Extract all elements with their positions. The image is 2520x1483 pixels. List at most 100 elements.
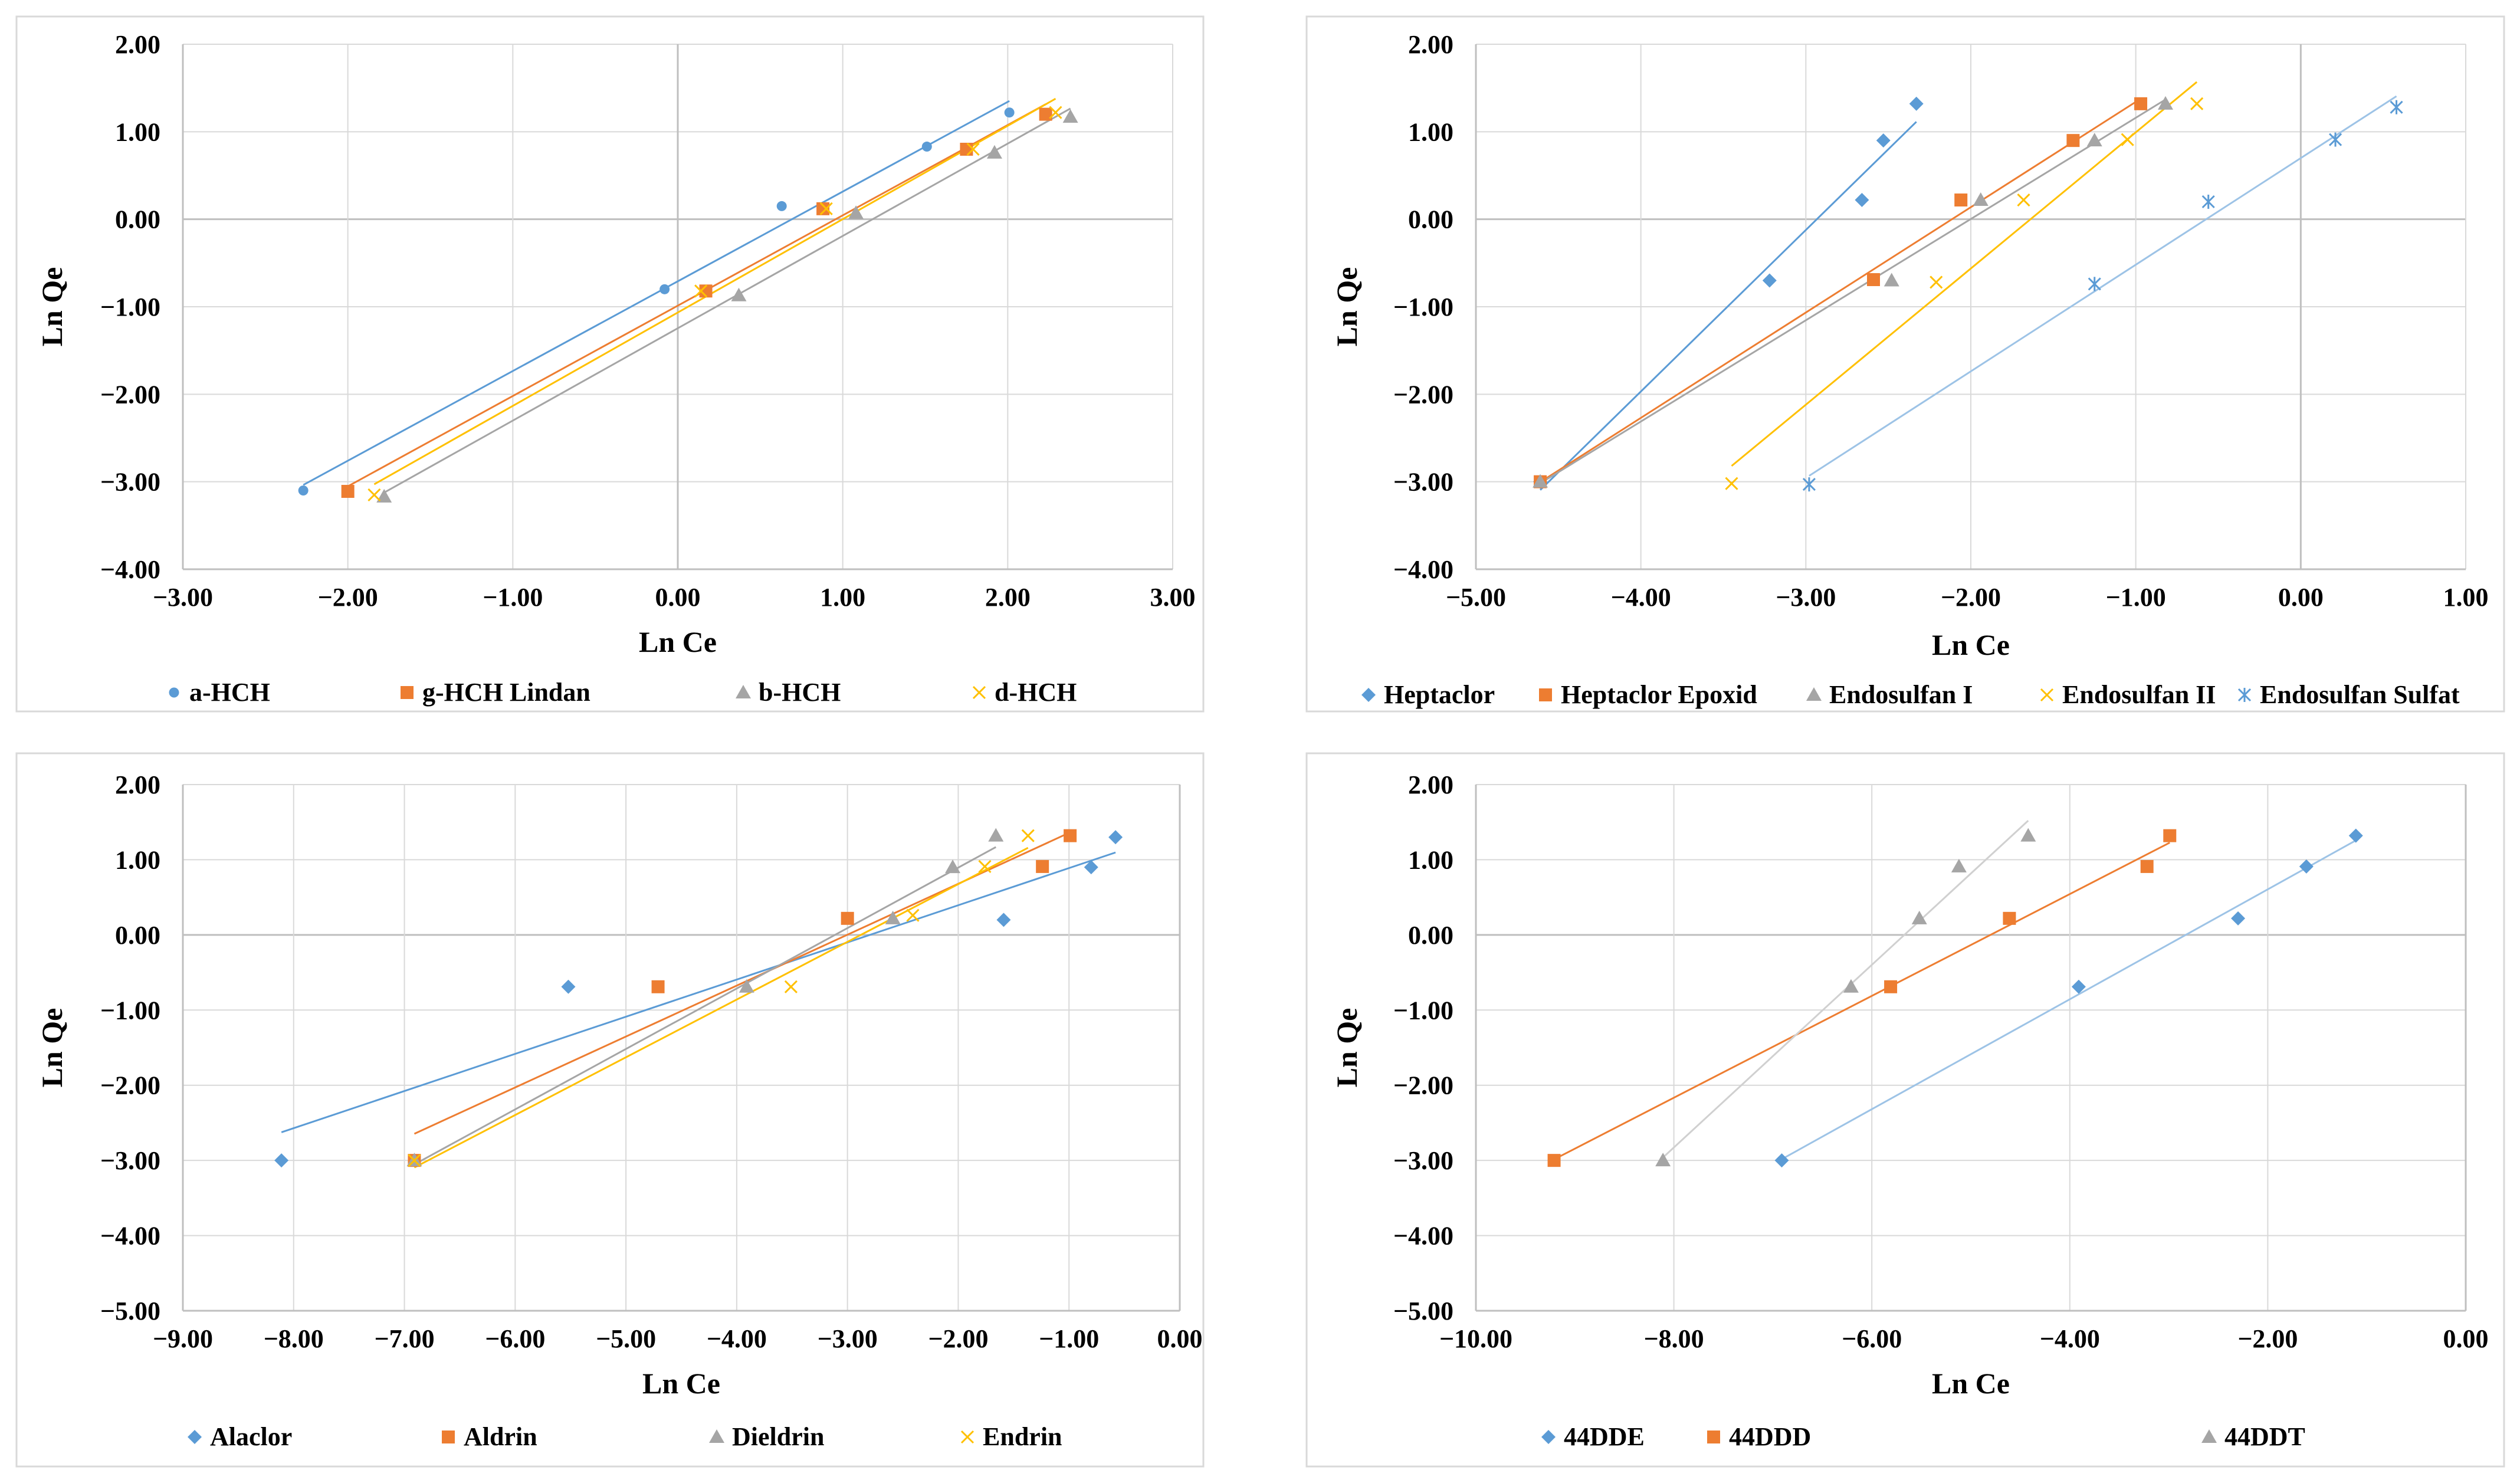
y-tick-label: −4.00 [1393,555,1453,584]
data-point-aldrin [1064,829,1077,842]
data-point-endosulfan-ii [2121,133,2134,146]
data-point-44ddt [1951,858,1967,872]
data-point-heptaclor [1855,193,1869,208]
y-tick-label: 2.00 [1408,770,1453,799]
data-point-dieldrin [739,979,754,993]
x-tick-label: 0.00 [2443,1324,2489,1353]
legend-marker-b-hch [736,685,751,698]
data-point-endosulfan-ii [2190,97,2204,110]
data-point-aldrin [651,980,665,993]
legend-marker-dieldrin [709,1429,724,1443]
x-tick-label: 3.00 [1150,583,1196,612]
legend-label-d-hch: d-HCH [995,678,1077,707]
y-tick-label: −2.00 [100,1071,160,1100]
legend-item-aldrin: Aldrin [442,1422,537,1451]
data-point-alaclor [1084,860,1098,875]
trendline-44ddd [1553,842,2170,1160]
y-axis-title: Ln Qe [35,267,68,347]
data-point-d-hch [1049,106,1062,119]
y-tick-label: −3.00 [1393,1146,1453,1175]
legend-label-a-hch: a-HCH [189,678,270,707]
legend-item-alaclor: Alaclor [188,1422,292,1451]
y-tick-label: −1.00 [100,293,160,321]
x-tick-label: 2.00 [985,583,1031,612]
x-tick-label: −3.00 [818,1324,878,1353]
y-tick-label: 1.00 [115,845,160,874]
x-tick-label: −8.00 [264,1324,324,1353]
y-tick-label: 1.00 [1408,117,1453,146]
x-tick-label: −4.00 [707,1324,767,1353]
legend-item-44ddd: 44DDD [1707,1422,1811,1451]
legend-item-endosulfan-sulfat: Endosulfan Sulfat [2237,680,2460,709]
data-point-dieldrin [885,910,901,924]
y-tick-label: −2.00 [1393,380,1453,409]
x-tick-label: −2.00 [928,1324,988,1353]
data-point-44dde [2071,979,2086,994]
x-tick-label: −1.00 [2106,583,2166,612]
data-point-heptaclor [1876,133,1891,148]
data-point-b-hch [1062,109,1078,123]
y-tick-label: −5.00 [100,1297,160,1325]
data-point-endosulfan-i [1884,273,1899,287]
y-tick-label: 2.00 [115,30,160,59]
legend-item-44ddt: 44DDT [2201,1422,2305,1451]
trendline-d-hch [373,98,1056,485]
chart-panel-2: 2.001.000.00−1.00−2.00−3.00−4.00−5.00 −4.… [1305,15,2505,713]
data-point-endosulfan-sulfat [2328,132,2342,147]
data-point-alaclor [561,979,576,994]
y-tick-label: −4.00 [100,555,160,584]
y-tick-label: −4.00 [1393,1222,1453,1251]
data-point-b-hch [376,488,392,503]
data-point-endrin [408,1154,421,1167]
y-tick-label: 0.00 [1408,205,1453,234]
y-tick-label: 0.00 [115,205,160,234]
y-tick-label: −4.00 [100,1222,160,1251]
data-point-alaclor [996,913,1011,927]
data-point-aldrin [841,911,854,925]
trendline-dieldrin [414,846,997,1166]
y-tick-label: −1.00 [1393,293,1453,321]
legend-marker-endosulfan-ii [2040,688,2054,702]
x-tick-label: −6.00 [1842,1324,1902,1353]
trendline-endrin [414,847,1029,1169]
data-point-a-hch [1004,107,1015,118]
data-point-heptaclor-epoxid [1866,273,1880,287]
data-point-endosulfan-ii [2017,193,2030,207]
data-point-heptaclor-epoxid [1954,193,1968,207]
legend-label-g-hch-lindan: g-HCH Lindan [422,678,590,707]
legend-label-endosulfan-ii: Endosulfan II [2062,680,2216,709]
data-point-dieldrin [945,859,961,874]
legend-marker-g-hch-lindan [401,686,414,699]
data-point-a-hch [921,142,932,152]
x-axis-title: Ln Ce [639,625,717,658]
y-tick-label: 0.00 [1408,921,1453,950]
trendline-endosulfan-i [1540,99,2166,484]
trendline-endosulfan-sulfat [1809,95,2397,477]
data-point-44dde [2231,911,2246,926]
chart-panel-3: 2.001.000.00−1.00−2.00−3.00−4.00−5.00−9.… [15,752,1205,1468]
legend-item-endrin: Endrin [960,1422,1062,1451]
y-tick-label: −2.00 [1393,1071,1453,1100]
legend-label-endosulfan-sulfat: Endosulfan Sulfat [2260,680,2460,709]
legend-marker-alaclor [188,1430,202,1444]
data-point-heptaclor [1762,273,1777,288]
data-point-d-hch [966,142,980,156]
legend-label-endrin: Endrin [983,1422,1062,1451]
data-point-endrin [906,908,920,922]
y-tick-label: −3.00 [100,468,160,497]
trendline-alaclor [281,851,1116,1133]
y-axis-title: Ln Qe [1330,267,1363,347]
x-tick-label: −1.00 [1039,1324,1099,1353]
x-tick-label: −4.00 [1611,583,1671,612]
x-tick-label: −5.00 [596,1324,656,1353]
data-point-b-hch [848,205,864,219]
data-point-aldrin [1036,859,1049,873]
x-axis-title: Ln Ce [1932,628,2010,661]
data-point-44ddt [1655,1153,1671,1167]
x-tick-label: −5.00 [1446,583,1506,612]
x-tick-label: 0.00 [655,583,701,612]
data-point-endosulfan-sulfat [2088,277,2101,291]
data-point-g-hch-lindan [699,284,713,298]
data-point-g-hch-lindan [341,484,355,498]
